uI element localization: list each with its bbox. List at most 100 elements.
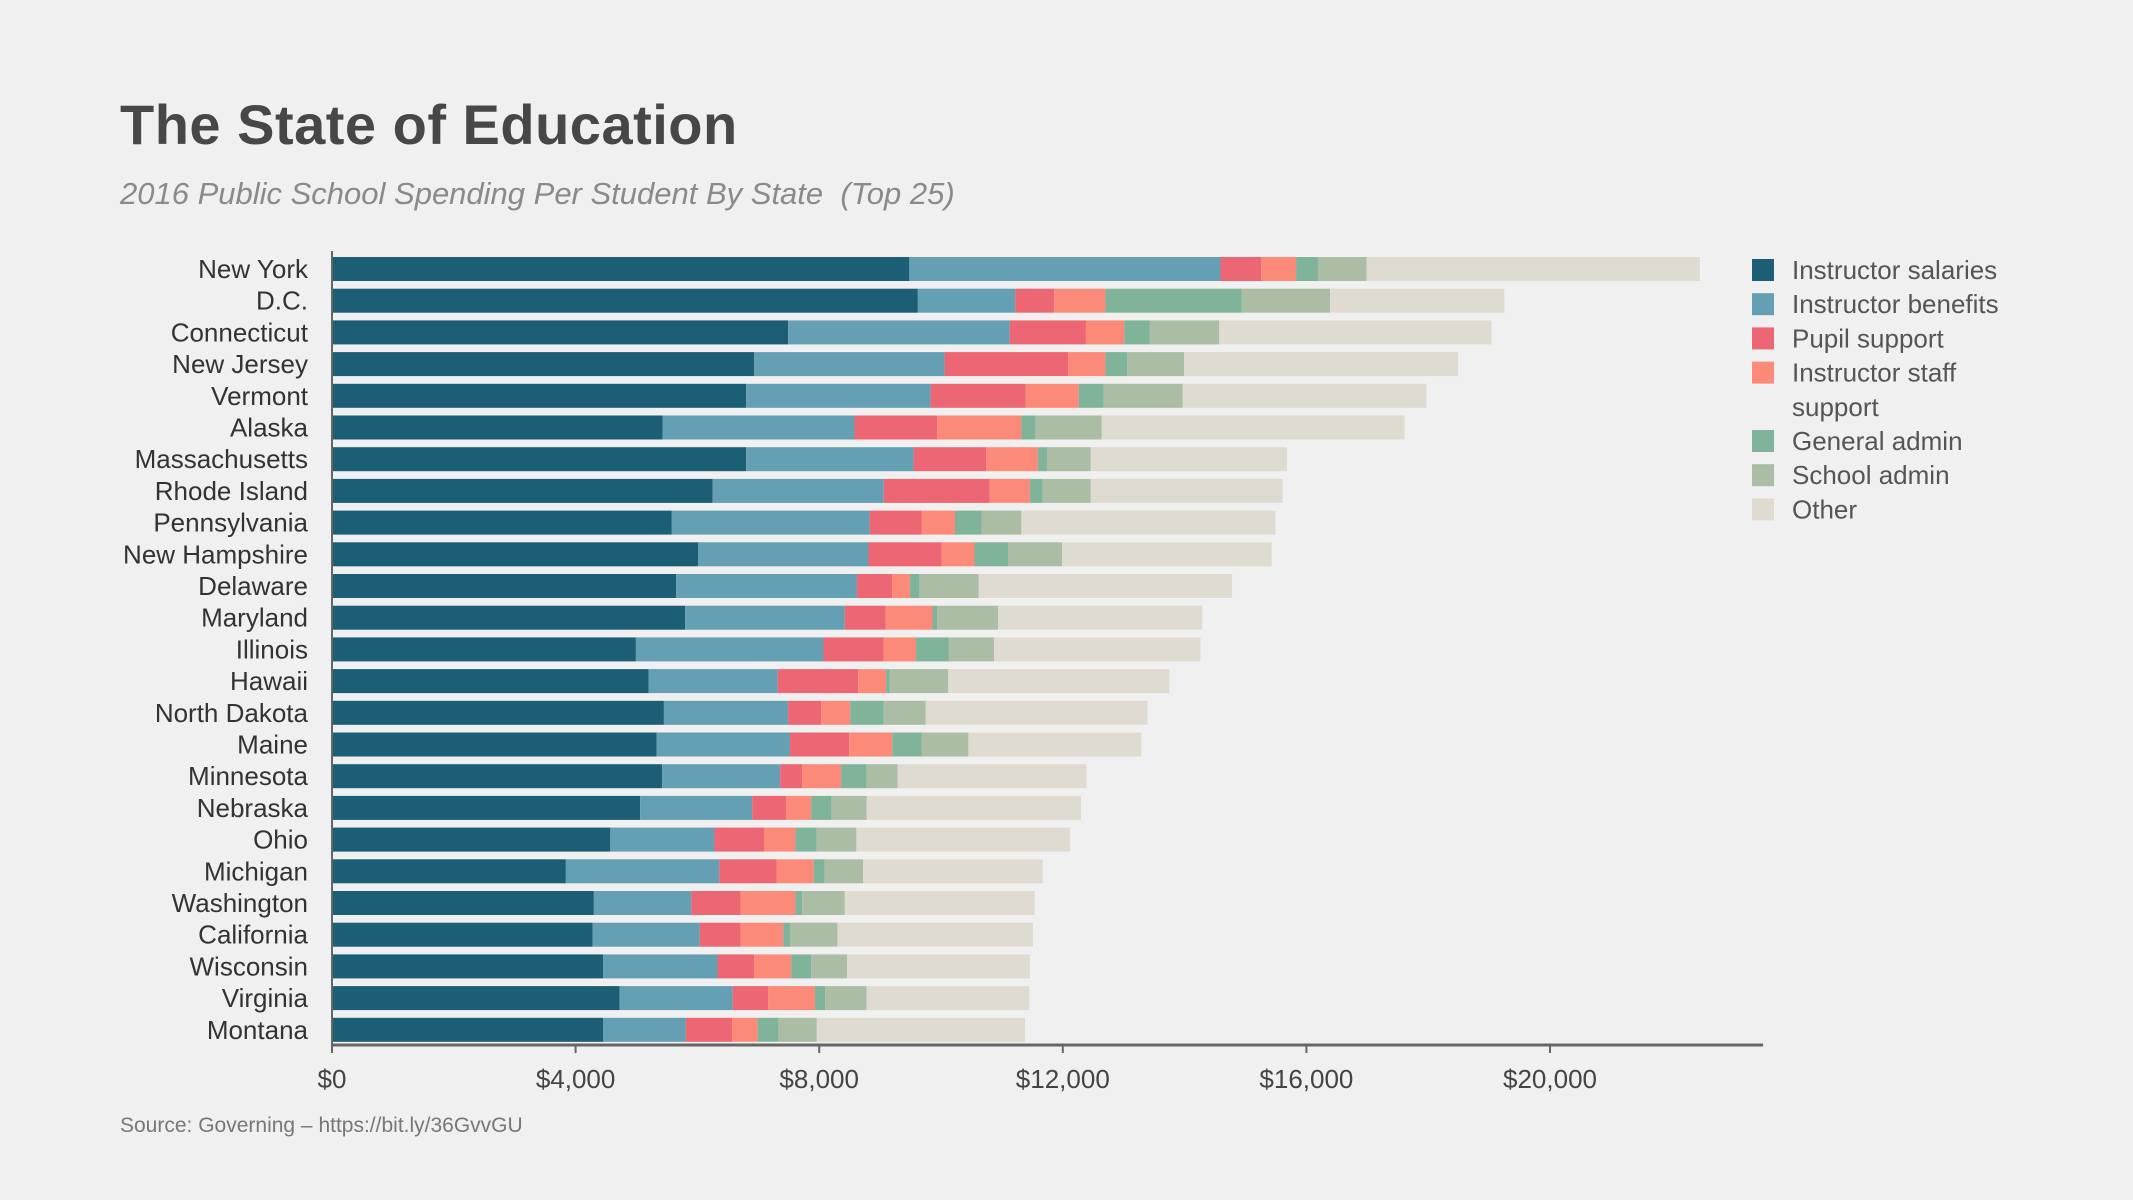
bar-segment <box>732 986 769 1011</box>
bar-segment <box>955 510 982 535</box>
bar-segment <box>1366 257 1700 281</box>
bar-segment <box>1101 415 1405 440</box>
bar-segment <box>332 415 663 440</box>
x-tick-label: $4,000 <box>536 1064 616 1094</box>
bar-segment <box>1105 288 1242 313</box>
bar-segment <box>603 1017 686 1042</box>
bar-segment <box>1054 288 1106 313</box>
bar-segment <box>886 669 890 694</box>
bar-segment <box>917 288 1016 313</box>
bar-segment <box>802 764 842 789</box>
bar-segment <box>863 859 1043 884</box>
bar-segment <box>783 922 790 947</box>
bar-segment <box>746 383 931 408</box>
bar-segment <box>866 986 1030 1011</box>
bar-segment <box>986 447 1038 472</box>
bar-segment <box>719 859 777 884</box>
bar-segment <box>825 986 867 1011</box>
bar-segment <box>332 891 594 915</box>
legend-label: General admin <box>1792 426 1963 456</box>
bar-segment <box>1037 447 1047 472</box>
bar-segment <box>332 732 657 757</box>
bar-segment <box>791 954 812 979</box>
bar-segment <box>332 478 713 503</box>
bar-segment <box>671 510 870 535</box>
bar-segment <box>764 827 796 852</box>
bar-segment <box>786 795 812 820</box>
bar-segment <box>948 669 1170 694</box>
bar-segment <box>778 1017 817 1042</box>
bar-segment <box>332 605 686 630</box>
bar-segment <box>993 637 1201 662</box>
bar-segment <box>610 827 715 852</box>
bar-segment <box>816 1017 1026 1042</box>
legend-label: School admin <box>1792 460 1950 490</box>
bar-segment <box>1317 257 1367 281</box>
category-label: Minnesota <box>188 761 308 791</box>
bar-segment <box>1296 257 1318 281</box>
x-tick-label: $12,000 <box>1016 1064 1110 1094</box>
category-label: Hawaii <box>230 666 308 696</box>
bar-segment <box>844 605 886 630</box>
bar-segment <box>332 954 604 979</box>
category-label: D.C. <box>256 286 308 316</box>
bar-segment <box>603 954 718 979</box>
bar-segment <box>1046 447 1091 472</box>
bar-segment <box>1068 352 1106 377</box>
bar-segment <box>332 1017 604 1042</box>
bar-segment <box>921 510 956 535</box>
legend-label: support <box>1792 392 1879 422</box>
category-label: Montana <box>207 1015 309 1045</box>
bar-segment <box>699 922 741 947</box>
bar-segment <box>332 637 636 662</box>
bar-segment <box>909 574 920 598</box>
x-tick-label: $8,000 <box>779 1064 859 1094</box>
bar-segment <box>789 732 850 757</box>
category-label: Wisconsin <box>190 951 308 981</box>
bar-segment <box>754 954 792 979</box>
category-label: Alaska <box>230 413 309 443</box>
bar-segment <box>948 637 994 662</box>
bar-segment <box>788 700 822 725</box>
category-label: New Jersey <box>172 349 308 379</box>
legend-label: Instructor salaries <box>1792 255 1997 285</box>
bar-segment <box>824 859 864 884</box>
x-tick-label: $16,000 <box>1259 1064 1353 1094</box>
x-tick-label: $0 <box>318 1064 347 1094</box>
bar-segment <box>802 891 845 915</box>
bar-segment <box>925 700 1148 725</box>
source-note: Source: Governing – https://bit.ly/36Gvv… <box>120 1114 523 1137</box>
category-label: Michigan <box>204 856 308 886</box>
bar-segment <box>663 700 789 725</box>
bar-segment <box>1009 320 1086 345</box>
bar-segment <box>883 637 917 662</box>
category-label: Vermont <box>211 381 309 411</box>
bar-segment <box>714 827 765 852</box>
bar-segment <box>856 827 1071 852</box>
bar-segment <box>919 574 979 598</box>
chart-subtitle: 2016 Public School Spending Per Student … <box>120 176 955 211</box>
bar-segment <box>768 986 815 1011</box>
bar-segment <box>795 827 817 852</box>
bar-segment <box>844 891 1035 915</box>
bar-segment <box>732 1017 758 1042</box>
category-label: Massachusetts <box>135 444 308 474</box>
bar-segment <box>332 383 747 408</box>
bar-segment <box>332 669 649 694</box>
bar-segment <box>998 605 1203 630</box>
category-label: Maryland <box>201 603 308 633</box>
bar-segment <box>698 542 869 567</box>
category-label: Washington <box>172 888 308 918</box>
bar-segment <box>974 542 1008 567</box>
category-label: Illinois <box>236 634 308 664</box>
category-label: Delaware <box>198 571 308 601</box>
bar-segment <box>837 922 1033 947</box>
bar-segment <box>676 574 857 598</box>
bar-segment <box>332 986 620 1011</box>
bar-segment <box>856 574 893 598</box>
bar-segment <box>831 795 867 820</box>
bar-segment <box>937 605 999 630</box>
bar-segment <box>712 478 884 503</box>
bar-segment <box>685 605 845 630</box>
